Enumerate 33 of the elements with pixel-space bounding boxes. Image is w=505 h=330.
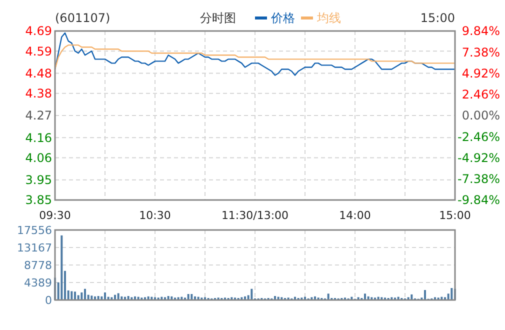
x-tick-label: 15:00	[439, 209, 471, 222]
y-tick-label: 0	[45, 294, 52, 307]
y2-tick-label: -7.38%	[458, 172, 500, 186]
y-tick-label: 4.48	[25, 66, 52, 80]
y2-tick-label: -2.46%	[458, 130, 500, 144]
text: 15:00	[420, 11, 455, 25]
y-tick-label: 4.69	[25, 24, 52, 38]
y2-tick-label: 4.92%	[462, 66, 500, 80]
y-tick-label: 3.85	[25, 193, 52, 208]
y2-tick-label: -9.84%	[458, 193, 500, 208]
y-tick-label: 13167	[17, 241, 52, 254]
y-tick-label: 4.06	[25, 150, 52, 165]
y-tick-label: 4389	[24, 276, 52, 290]
y-tick-label: 17556	[17, 224, 52, 237]
y2-tick-label: 0.00%	[462, 108, 500, 123]
chart-subtitle: 分时图	[200, 11, 236, 25]
x-tick-label: 09:30	[39, 209, 71, 222]
y2-tick-label: 7.38%	[462, 45, 500, 60]
y-tick-label: 4.16	[25, 130, 52, 145]
legend-label: 价格	[270, 11, 295, 26]
y2-tick-label: 9.84%	[462, 24, 500, 38]
chart-title: (601107)	[55, 11, 110, 25]
x-tick-label: 14:00	[339, 209, 371, 222]
y2-tick-label: -4.92%	[458, 150, 500, 165]
x-tick-label: 10:30	[139, 209, 171, 222]
x-tick-label: 11:30/13:00	[221, 209, 289, 222]
y-tick-label: 4.59	[25, 44, 52, 58]
y2-tick-label: 2.46%	[462, 88, 500, 102]
y-tick-label: 4.38	[25, 86, 52, 101]
y-tick-label: 3.95	[25, 173, 52, 188]
y-tick-label: 8778	[24, 258, 52, 272]
legend-label: 均线	[316, 11, 341, 26]
y-tick-label: 4.27	[25, 108, 52, 123]
